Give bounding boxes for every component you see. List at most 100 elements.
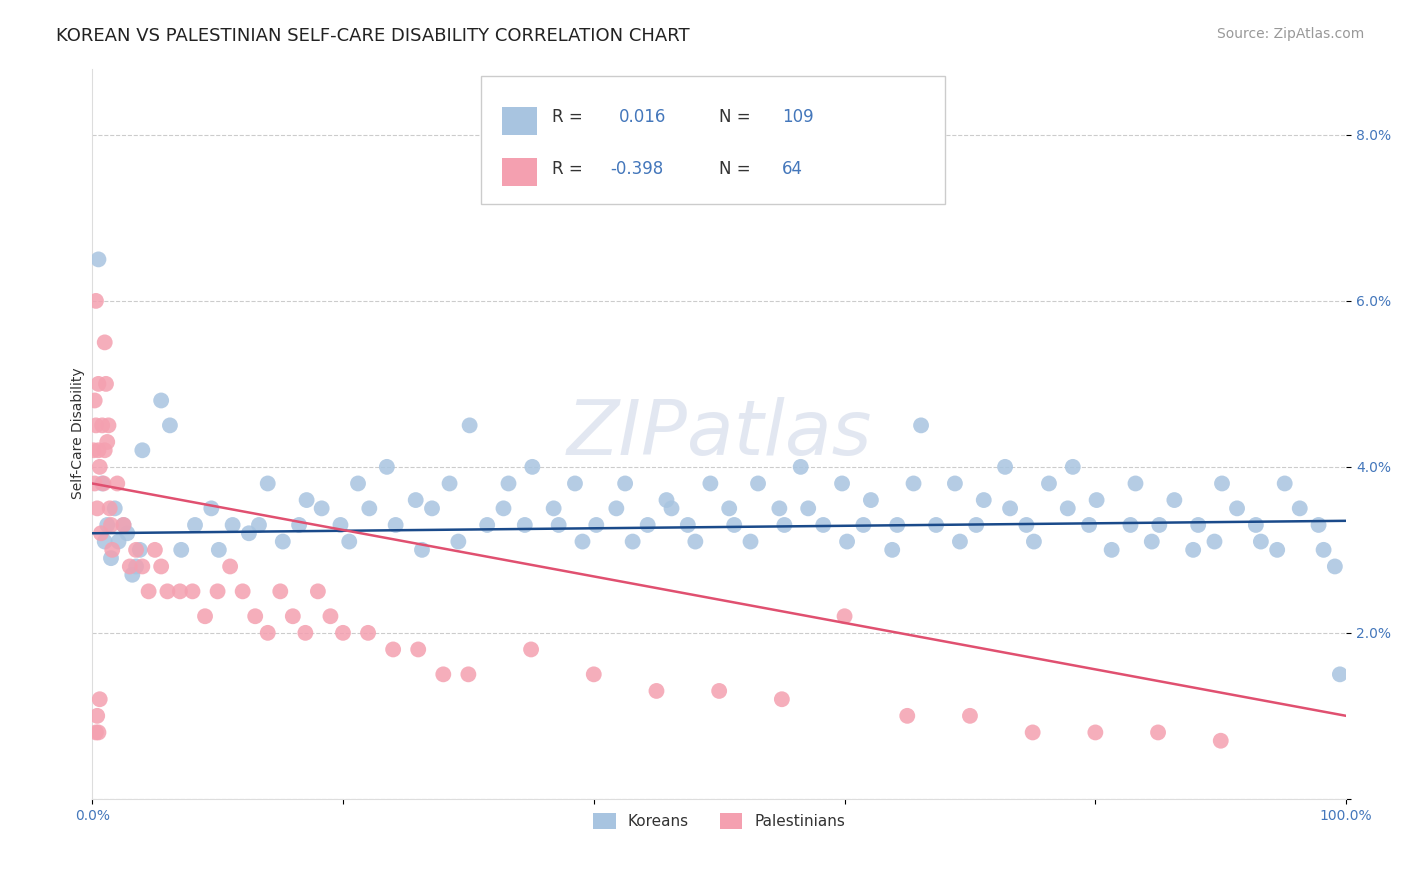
Text: N =: N = (718, 160, 751, 178)
Point (943, 476, 966, 491)
Point (813, 518, 835, 533)
Point (97, 418, 120, 433)
Point (319, 609, 342, 624)
Point (93, 443, 115, 458)
Point (1149, 518, 1171, 533)
Point (184, 518, 207, 533)
Point (118, 559, 141, 574)
Text: N =: N = (718, 109, 751, 127)
Point (83, 393, 105, 408)
Point (94, 376, 117, 391)
Point (773, 518, 796, 533)
Point (447, 534, 470, 549)
Point (125, 559, 148, 574)
Point (128, 542, 150, 557)
Point (637, 518, 659, 533)
Point (332, 625, 354, 640)
Point (910, 418, 932, 433)
Point (91, 418, 114, 433)
Point (219, 559, 242, 574)
Point (420, 501, 443, 516)
Point (84, 725, 107, 739)
Point (87, 376, 110, 391)
Point (112, 518, 135, 533)
Point (1085, 493, 1108, 508)
Point (605, 501, 627, 516)
Point (1078, 518, 1101, 533)
Text: ZIPatlas: ZIPatlas (567, 397, 872, 471)
Point (1187, 518, 1209, 533)
Point (661, 501, 683, 516)
Point (84, 293, 107, 308)
Point (1209, 733, 1232, 747)
Point (208, 542, 231, 557)
Point (571, 534, 593, 549)
Point (200, 501, 222, 516)
Point (311, 501, 333, 516)
Point (547, 518, 569, 533)
Point (797, 501, 820, 516)
Point (1204, 534, 1226, 549)
Point (112, 518, 135, 533)
Point (357, 625, 380, 640)
Point (925, 518, 948, 533)
Point (101, 542, 124, 557)
Point (903, 476, 925, 491)
Point (522, 459, 544, 474)
Point (169, 584, 191, 599)
Point (1022, 534, 1045, 549)
Point (1329, 667, 1351, 681)
Point (747, 476, 769, 491)
Point (98, 501, 121, 516)
Point (1101, 542, 1123, 557)
Point (295, 493, 318, 508)
Point (973, 493, 995, 508)
Point (125, 542, 148, 557)
Point (859, 493, 882, 508)
Point (1274, 476, 1296, 491)
Point (117, 526, 139, 541)
Point (150, 559, 173, 574)
Point (256, 625, 278, 640)
Point (458, 418, 481, 433)
Point (107, 534, 129, 549)
Point (834, 609, 856, 624)
Point (740, 534, 762, 549)
Point (707, 684, 730, 698)
Point (143, 542, 166, 557)
Point (181, 584, 204, 599)
Point (655, 493, 678, 508)
Point (207, 584, 229, 599)
Point (375, 459, 398, 474)
Point (1062, 459, 1084, 474)
Point (82, 443, 104, 458)
Point (520, 642, 543, 657)
Text: 109: 109 (782, 109, 814, 127)
Point (1308, 518, 1330, 533)
Point (564, 476, 586, 491)
Point (86, 501, 108, 516)
Point (131, 443, 153, 458)
Point (1211, 476, 1233, 491)
Text: R =: R = (553, 160, 583, 178)
Point (852, 518, 875, 533)
Point (91, 476, 114, 491)
Point (121, 567, 143, 582)
Point (337, 534, 360, 549)
Point (405, 493, 427, 508)
Point (90, 526, 112, 541)
Point (645, 684, 668, 698)
Point (1021, 725, 1043, 739)
Legend: Koreans, Palestinians: Koreans, Palestinians (586, 806, 852, 835)
Point (170, 542, 193, 557)
Point (543, 501, 565, 516)
Point (89, 459, 111, 474)
Text: 0.016: 0.016 (619, 109, 666, 127)
Point (307, 584, 329, 599)
Point (159, 418, 181, 433)
Point (718, 501, 741, 516)
Point (1015, 518, 1038, 533)
Point (329, 518, 352, 533)
Point (1084, 725, 1107, 739)
Point (156, 584, 179, 599)
